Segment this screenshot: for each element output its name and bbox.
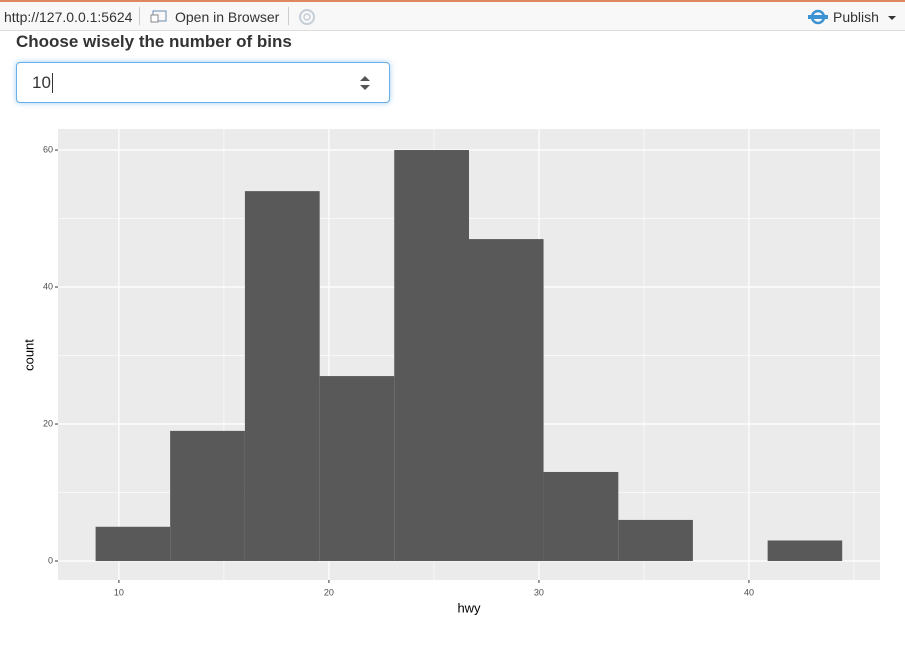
bar <box>170 430 245 562</box>
spinner[interactable] <box>357 73 373 93</box>
open-in-browser-button[interactable]: Open in Browser <box>175 9 280 25</box>
x-tick-label: 20 <box>324 587 334 597</box>
bar <box>543 471 619 562</box>
publish-dropdown[interactable] <box>887 15 897 21</box>
publish-icon <box>808 9 828 25</box>
separator <box>139 7 140 25</box>
y-axis-title: count <box>21 339 36 371</box>
y-tick-label: 40 <box>43 281 53 291</box>
browser-icon <box>150 10 167 23</box>
bar <box>767 540 843 562</box>
separator <box>288 7 289 25</box>
bar <box>319 376 395 562</box>
bar <box>95 526 171 562</box>
bar <box>244 191 320 562</box>
y-tick-label: 0 <box>48 555 53 565</box>
bar <box>618 519 693 562</box>
x-tick-label: 40 <box>744 587 754 597</box>
bins-input[interactable]: 10 <box>16 62 390 103</box>
toolbar: http://127.0.0.1:5624 Open in Browser Pu… <box>0 0 905 31</box>
url: http://127.0.0.1:5624 <box>4 9 133 25</box>
x-tick-label: 10 <box>114 587 124 597</box>
x-tick-label: 30 <box>534 587 544 597</box>
bar <box>469 239 544 562</box>
y-tick-label: 20 <box>43 418 53 428</box>
x-axis-title: hwy <box>457 600 481 615</box>
y-tick-label: 60 <box>43 144 53 154</box>
input-label: Choose wisely the number of bins <box>16 32 292 51</box>
bar <box>394 150 469 562</box>
refresh-icon[interactable] <box>297 7 317 27</box>
publish-button[interactable]: Publish <box>833 9 879 25</box>
input-value[interactable]: 10 <box>32 73 53 93</box>
